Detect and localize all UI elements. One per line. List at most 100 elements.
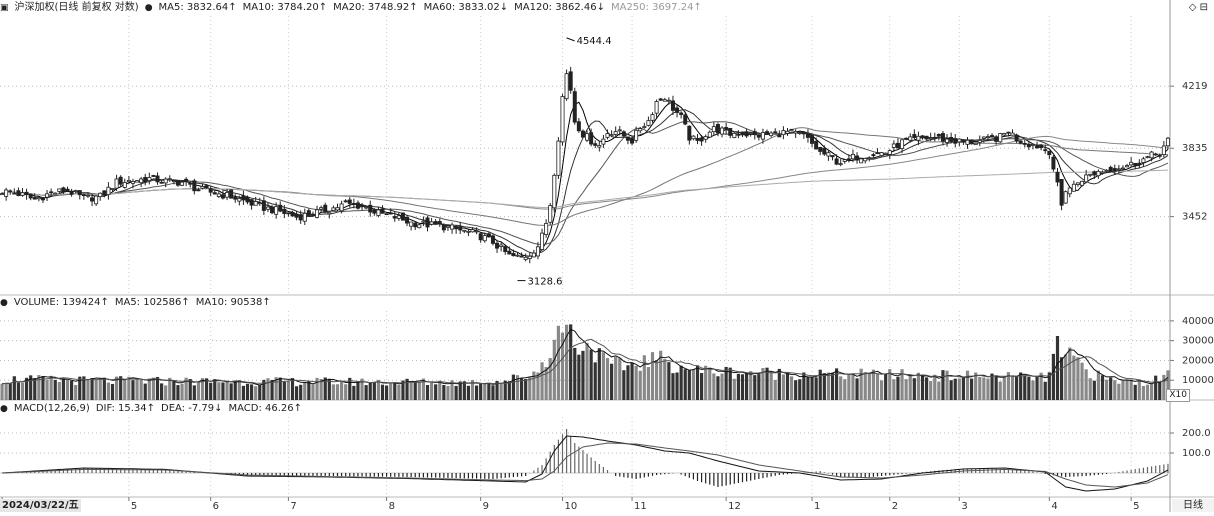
volume-bar — [675, 372, 679, 400]
volume-bar — [405, 378, 409, 400]
indicator-toggle-icon[interactable]: ● — [144, 3, 153, 13]
indicator-toggle-icon[interactable]: ● — [0, 298, 8, 308]
volume-bar — [699, 373, 704, 400]
candle-body — [826, 152, 831, 157]
volume-bar — [1019, 372, 1023, 400]
volume-bar — [941, 370, 945, 400]
candle-body — [265, 206, 270, 210]
volume-bar — [462, 381, 466, 400]
candle-body — [69, 190, 74, 195]
candle-body — [106, 186, 111, 196]
candle-body — [969, 139, 974, 145]
candle-body — [900, 139, 905, 149]
volume-bar — [135, 379, 139, 400]
volume-bar — [413, 382, 417, 400]
volume-bar — [511, 374, 516, 400]
volume-bar — [1154, 375, 1158, 400]
volume-bar — [589, 349, 593, 400]
volume-bar — [548, 358, 552, 400]
candle-body — [327, 212, 332, 215]
volume-bar — [1055, 335, 1060, 400]
x-tick-label: 6 — [213, 501, 219, 512]
volume-bar — [45, 379, 49, 400]
volume-bar — [765, 367, 769, 400]
volume-bar — [65, 379, 70, 400]
candle-body — [1047, 150, 1052, 156]
volume-bar — [8, 383, 12, 400]
volume-bar — [924, 377, 929, 400]
candle-body — [241, 195, 246, 201]
candle-body — [65, 188, 70, 192]
price-annotation: 4544.4 — [577, 36, 612, 47]
volume-bar — [920, 376, 925, 400]
candle-body — [932, 136, 937, 139]
volume-bar — [1104, 379, 1109, 400]
volume-bar — [1059, 357, 1064, 400]
volume-bar — [564, 324, 569, 400]
volume-bar — [601, 352, 606, 400]
volume-bar — [933, 374, 937, 400]
volume-bar — [839, 376, 843, 400]
collapse-icon[interactable]: ▣ — [0, 3, 9, 13]
candle-body — [61, 187, 66, 193]
candle-body — [1088, 173, 1093, 176]
volume-bar — [654, 360, 659, 400]
volume-bar — [630, 362, 634, 400]
cursor-date-label: 2024/03/22/五 — [0, 499, 81, 512]
volume-bar — [0, 383, 4, 400]
volume-bar — [830, 372, 835, 400]
candle-body — [118, 176, 123, 185]
candle-body — [895, 142, 900, 149]
candle-body — [789, 128, 794, 131]
candle-body — [891, 143, 896, 148]
candle-body — [580, 130, 585, 138]
panel-controls-icon[interactable]: ◇ ⊟ — [1188, 2, 1208, 13]
candle-body — [703, 136, 708, 140]
candle-body — [867, 157, 872, 160]
volume-bar — [33, 378, 37, 400]
volume-bar — [749, 371, 753, 400]
volume-bar — [892, 379, 896, 400]
volume-bar — [659, 350, 663, 400]
candle-body — [90, 197, 95, 202]
volume-bar — [1109, 377, 1113, 400]
candle-body — [376, 209, 381, 216]
candle-body — [1055, 171, 1060, 183]
volume-bar — [123, 379, 127, 400]
volume-bar — [597, 348, 601, 400]
volume-bar — [364, 385, 368, 400]
candle-body — [589, 132, 594, 145]
candle-body — [1051, 156, 1056, 170]
candle-body — [1030, 144, 1035, 146]
volume-bar — [552, 339, 556, 400]
volume-bar — [855, 378, 859, 400]
candle-body — [482, 235, 487, 242]
volume-bar — [871, 369, 876, 400]
candle-body — [650, 114, 655, 121]
volume-bar — [249, 384, 254, 400]
volume-bar — [331, 384, 336, 400]
volume-bar — [155, 376, 160, 400]
candle-body — [474, 230, 479, 233]
candle-body — [981, 136, 986, 139]
volume-bar — [708, 367, 712, 400]
candle-body — [302, 212, 307, 222]
candle-body — [707, 131, 712, 138]
volume-bar — [409, 381, 413, 400]
candle-body — [470, 229, 475, 233]
candle-body — [339, 203, 344, 212]
volume-ma-line — [1, 338, 1169, 385]
ma120-value: MA120: 3862.46↓ — [514, 2, 605, 13]
macd-y-tick-label: 200.0 — [1182, 428, 1211, 439]
volume-bar — [86, 379, 90, 400]
volume-bar — [1064, 354, 1068, 400]
volume-bar — [172, 381, 176, 400]
volume-bar — [937, 381, 941, 400]
indicator-toggle-icon[interactable]: ● — [0, 404, 8, 414]
period-label[interactable]: 日线 — [1172, 499, 1214, 512]
candle-body — [883, 152, 888, 155]
candle-body — [167, 178, 172, 181]
candle-body — [691, 135, 696, 140]
